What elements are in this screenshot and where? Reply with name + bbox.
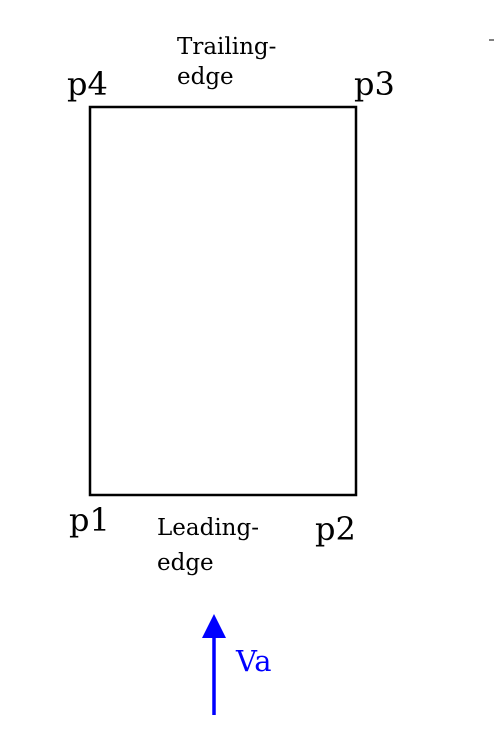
corner-label-p3: p3 [354, 65, 395, 103]
corner-label-p1: p1 [69, 501, 110, 539]
trailing-edge-label-line1: Trailing- [177, 34, 276, 60]
flow-velocity-label: Va [235, 644, 272, 678]
trailing-edge-label-line2: edge [177, 64, 234, 90]
corner-label-p2: p2 [315, 510, 356, 548]
leading-edge-label-line2: edge [157, 550, 214, 576]
leading-edge-label-line1: Leading- [157, 515, 259, 541]
flow-arrow-head-icon [202, 614, 226, 638]
corner-label-p4: p4 [67, 65, 108, 103]
panel-rectangle [88, 105, 358, 497]
